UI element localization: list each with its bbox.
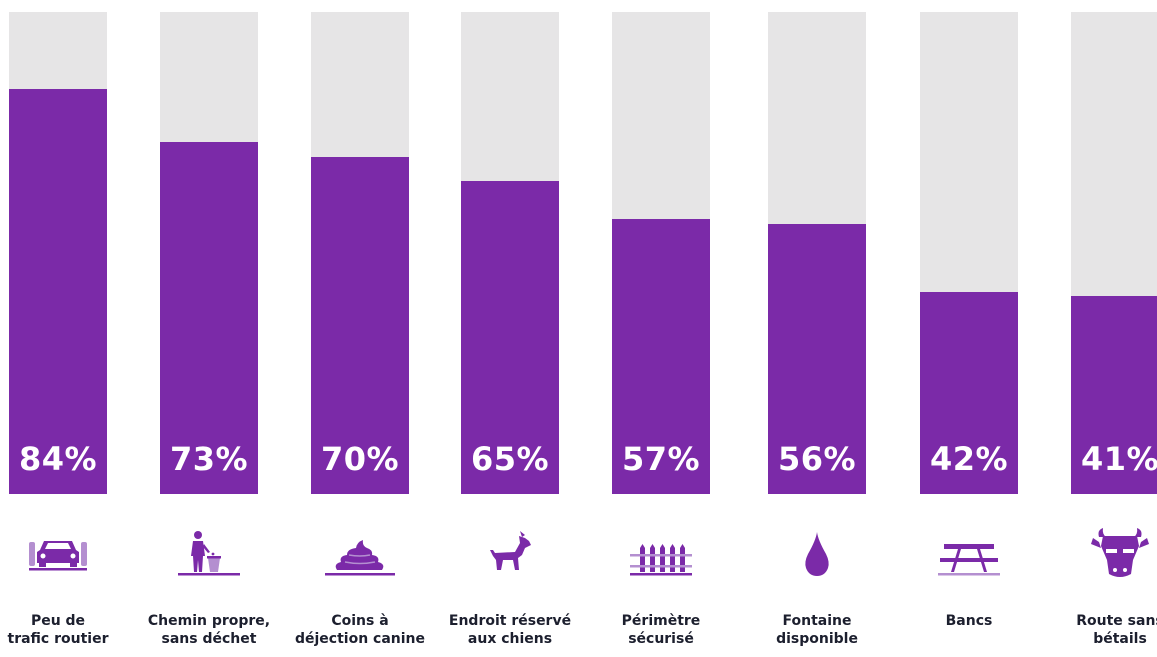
picnic-bench-icon: [924, 528, 1014, 582]
category-label: Route sans bétails: [1076, 613, 1157, 647]
bar-track: 42%: [920, 12, 1018, 494]
bar-track: 65%: [461, 12, 559, 494]
category-label: Coins à déjection canine: [294, 613, 426, 647]
bar-track: 73%: [160, 12, 258, 494]
bar-column-chemin-propre-sans-dechet: 73% Chemin propre, sans déchet: [148, 0, 270, 657]
value-label: 57%: [621, 440, 701, 478]
category-label: Fontaine disponible: [776, 613, 858, 647]
bar: 70%: [311, 157, 409, 494]
car-icon: [13, 528, 103, 582]
category-label: Endroit réservé aux chiens: [448, 613, 572, 647]
bar-column-fontaine-disponible: 56% Fontaine disponible: [768, 0, 866, 657]
trash-bin-icon: [164, 528, 254, 582]
bar-column-perimetre-securise: 57% Périmètre sécurisé: [612, 0, 710, 657]
fence-icon: [616, 528, 706, 582]
bar-track: 84%: [9, 12, 107, 494]
bar: 84%: [9, 89, 107, 494]
bar-track: 56%: [768, 12, 866, 494]
bar-track: 57%: [612, 12, 710, 494]
category-label: Bancs: [945, 613, 993, 629]
dog-icon: [465, 528, 555, 582]
bar-column-peu-de-trafic-routier: 84% Peu de trafic routier: [8, 0, 108, 657]
category-label: Peu de trafic routier: [7, 613, 109, 647]
bar: 73%: [160, 142, 258, 494]
value-label: 56%: [777, 440, 857, 478]
bar: 42%: [920, 292, 1018, 494]
bar-column-route-sans-betails: 41% Route sans bétails: [1071, 0, 1157, 657]
cow-icon: [1075, 528, 1157, 582]
value-label: 42%: [929, 440, 1009, 478]
bar: 65%: [461, 181, 559, 494]
value-label: 41%: [1080, 440, 1157, 478]
value-label: 73%: [169, 440, 249, 478]
bar: 57%: [612, 219, 710, 494]
category-label: Périmètre sécurisé: [621, 613, 701, 647]
bar-column-bancs: 42% Bancs: [920, 0, 1018, 657]
category-label: Chemin propre, sans déchet: [147, 613, 271, 647]
bar-column-endroit-reserve-aux-chiens: 65% Endroit réservé aux chiens: [449, 0, 571, 657]
value-label: 84%: [18, 440, 98, 478]
bar: 56%: [768, 224, 866, 494]
value-label: 70%: [320, 440, 400, 478]
value-label: 65%: [470, 440, 550, 478]
water-drop-icon: [772, 528, 862, 582]
bar-track: 70%: [311, 12, 409, 494]
bar: 41%: [1071, 296, 1157, 494]
bar-track: 41%: [1071, 12, 1157, 494]
dog-poop-icon: [315, 528, 405, 582]
bar-column-coins-a-dejection-canine: 70% Coins à déjection canine: [295, 0, 425, 657]
